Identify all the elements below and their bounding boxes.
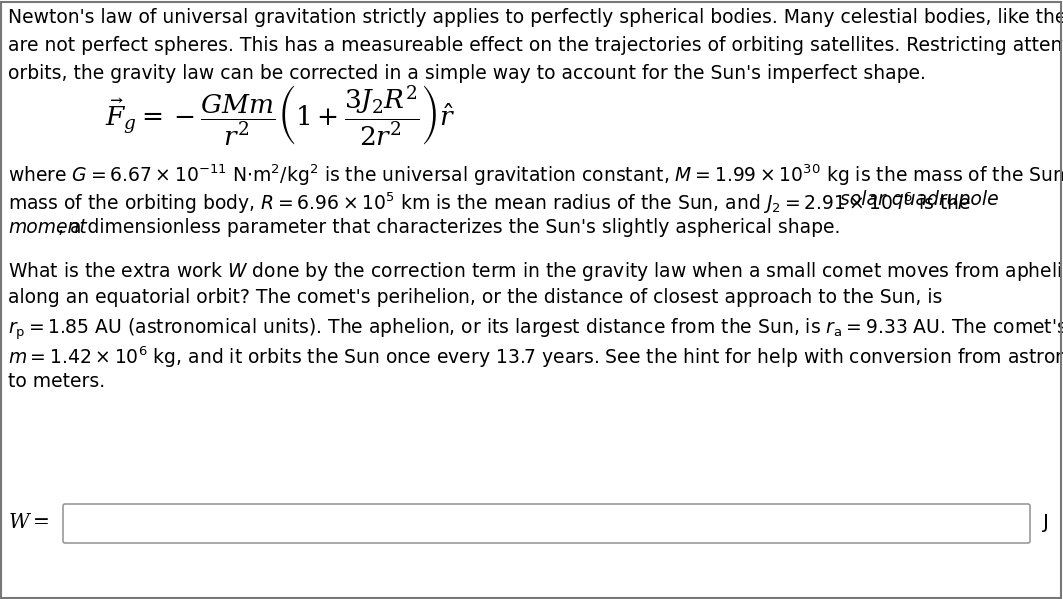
Text: solar quadrupole: solar quadrupole [840,190,998,209]
Text: where $G = 6.67 \times 10^{-11}$ N$\cdot$m$^2$/kg$^2$ is the universal gravitati: where $G = 6.67 \times 10^{-11}$ N$\cdot… [9,162,1063,187]
Text: Newton's law of universal gravitation strictly applies to perfectly spherical bo: Newton's law of universal gravitation st… [9,8,1063,27]
Text: to meters.: to meters. [9,372,105,391]
Text: along an equatorial orbit? The comet's perihelion, or the distance of closest ap: along an equatorial orbit? The comet's p… [9,288,943,307]
Text: $\vec{F}_g = -\dfrac{GMm}{r^2}\left(1 + \dfrac{3J_2 R^2}{2r^2}\right)\hat{r}$: $\vec{F}_g = -\dfrac{GMm}{r^2}\left(1 + … [105,84,455,149]
Text: J: J [1043,513,1049,532]
Text: moment: moment [9,218,87,237]
Text: are not perfect spheres. This has a measureable effect on the trajectories of or: are not perfect spheres. This has a meas… [9,36,1063,55]
Text: , a dimensionless parameter that characterizes the Sun's slightly aspherical sha: , a dimensionless parameter that charact… [58,218,841,237]
Text: $m = 1.42 \times 10^{6}$ kg, and it orbits the Sun once every 13.7 years. See th: $m = 1.42 \times 10^{6}$ kg, and it orbi… [9,344,1063,370]
Text: $W =$: $W =$ [9,513,49,532]
Text: What is the extra work $W$ done by the correction term in the gravity law when a: What is the extra work $W$ done by the c… [9,260,1063,283]
Text: orbits, the gravity law can be corrected in a simple way to account for the Sun': orbits, the gravity law can be corrected… [9,64,926,83]
FancyBboxPatch shape [63,504,1030,543]
Text: mass of the orbiting body, $R = 6.96 \times 10^{5}$ km is the mean radius of the: mass of the orbiting body, $R = 6.96 \ti… [9,190,972,216]
Text: $r_\mathrm{p} = 1.85$ AU (astronomical units). The aphelion, or its largest dist: $r_\mathrm{p} = 1.85$ AU (astronomical u… [9,316,1063,341]
